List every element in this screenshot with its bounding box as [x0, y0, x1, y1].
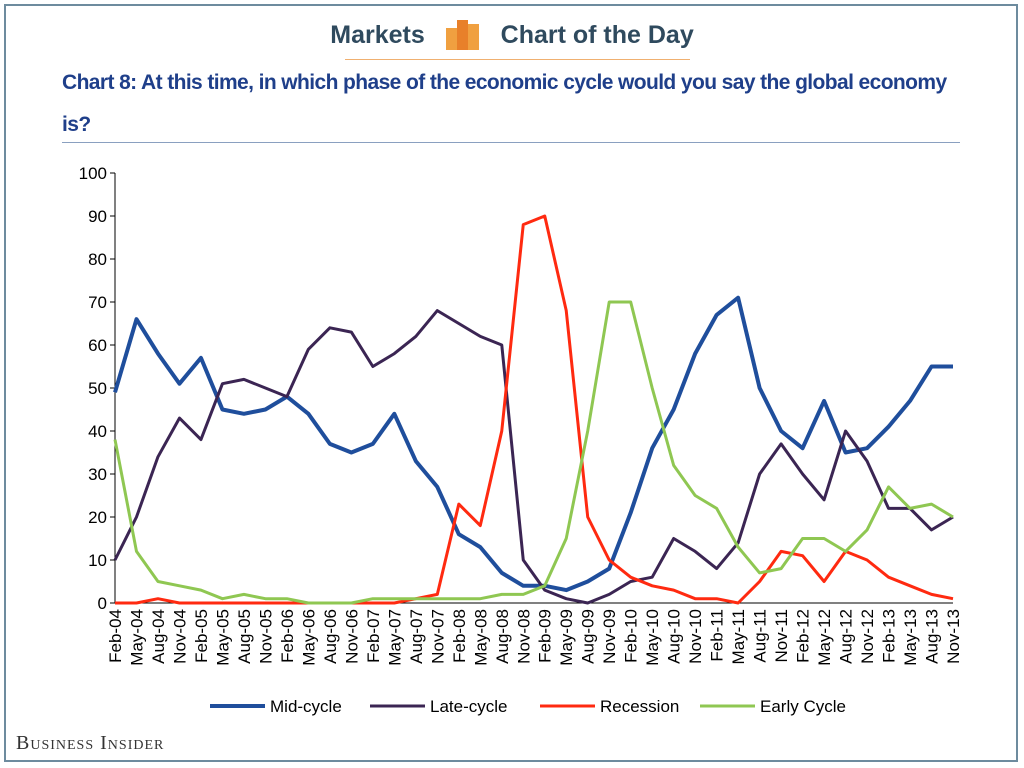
- x-tick-label: Aug-06: [321, 609, 340, 664]
- x-tick-label: Nov-11: [772, 609, 791, 663]
- x-tick-label: Nov-07: [428, 609, 447, 664]
- x-tick-label: May-12: [815, 609, 834, 666]
- y-tick-label: 100: [79, 164, 107, 183]
- x-tick-label: May-09: [557, 609, 576, 666]
- header-left: Markets: [330, 20, 425, 49]
- x-tick-label: Feb-04: [106, 609, 125, 663]
- x-tick-label: May-08: [471, 609, 490, 666]
- x-tick-label: Aug-04: [149, 609, 168, 664]
- legend-label: Late-cycle: [430, 697, 507, 716]
- frame: [4, 4, 1018, 762]
- logo-icon: [445, 20, 480, 51]
- series-line: [113, 300, 954, 605]
- y-tick-label: 80: [88, 250, 107, 269]
- x-tick-label: Nov-13: [944, 609, 963, 664]
- x-tick-label: Aug-11: [751, 609, 770, 663]
- legend-label: Mid-cycle: [270, 697, 342, 716]
- x-tick-label: Aug-10: [665, 609, 684, 664]
- y-tick-label: 60: [88, 336, 107, 355]
- x-tick-label: Aug-09: [579, 609, 598, 664]
- x-tick-label: May-10: [643, 609, 662, 666]
- x-tick-label: May-04: [127, 609, 146, 666]
- x-tick-label: Feb-06: [278, 609, 297, 663]
- y-tick-label: 40: [88, 422, 107, 441]
- header-right: Chart of the Day: [500, 20, 694, 49]
- x-tick-label: Nov-09: [600, 609, 619, 664]
- y-tick-label: 0: [98, 594, 107, 613]
- header-rule: [345, 59, 690, 60]
- x-tick-label: Feb-09: [536, 609, 555, 663]
- header: Markets Chart of the Day: [0, 20, 1024, 51]
- series-line: [115, 214, 954, 605]
- x-tick-label: Feb-07: [364, 609, 383, 663]
- x-tick-label: Feb-08: [450, 609, 469, 663]
- x-tick-label: Feb-10: [622, 609, 641, 663]
- x-tick-label: Feb-12: [794, 609, 813, 663]
- x-tick-label: Nov-10: [686, 609, 705, 664]
- x-tick-label: Feb-13: [880, 609, 899, 663]
- x-tick-label: Aug-08: [493, 609, 512, 664]
- x-tick-label: Nov-05: [256, 609, 275, 664]
- y-tick-label: 10: [88, 551, 107, 570]
- x-tick-label: Nov-04: [170, 609, 189, 664]
- series-line: [113, 295, 953, 593]
- chart-title: Chart 8: At this time, in which phase of…: [62, 71, 947, 136]
- x-tick-label: Nov-06: [342, 609, 361, 664]
- legend-label: Early Cycle: [760, 697, 846, 716]
- x-tick-label: Aug-12: [837, 609, 856, 664]
- x-tick-label: Feb-05: [192, 609, 211, 663]
- x-tick-label: Nov-12: [858, 609, 877, 664]
- x-tick-label: May-13: [901, 609, 920, 666]
- x-tick-label: Feb-11: [708, 609, 727, 662]
- y-tick-label: 50: [88, 379, 107, 398]
- x-tick-label: Aug-05: [235, 609, 254, 664]
- footer: Business Insider: [16, 732, 165, 754]
- x-tick-label: May-07: [385, 609, 404, 666]
- y-tick-label: 70: [88, 293, 107, 312]
- x-tick-label: Aug-13: [923, 609, 942, 664]
- y-tick-label: 20: [88, 508, 107, 527]
- x-tick-label: May-06: [299, 609, 318, 666]
- y-tick-label: 90: [88, 207, 107, 226]
- legend-label: Recession: [600, 697, 679, 716]
- title-rule: [62, 142, 960, 143]
- x-tick-label: May-11: [729, 609, 748, 664]
- x-tick-label: May-05: [213, 609, 232, 666]
- y-tick-label: 30: [88, 465, 107, 484]
- x-tick-label: Nov-08: [514, 609, 533, 664]
- series-line: [113, 309, 954, 605]
- x-tick-label: Aug-07: [407, 609, 426, 664]
